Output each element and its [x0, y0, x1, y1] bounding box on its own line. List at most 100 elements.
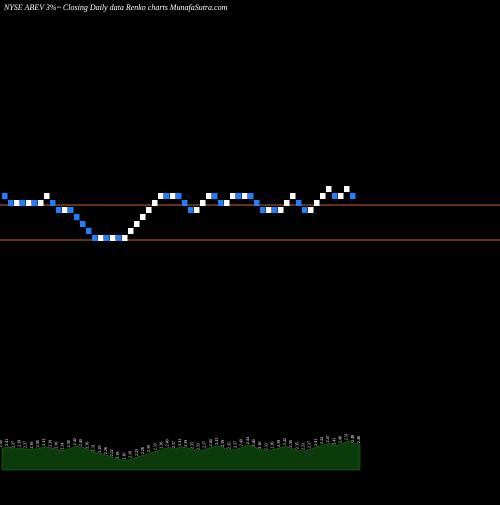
volume-label: 2.36 — [84, 442, 89, 449]
volume-label: 2.33 — [263, 443, 268, 450]
renko-brick-up — [266, 207, 272, 213]
reference-lines — [0, 204, 500, 241]
volume-label: 2.18 — [115, 452, 120, 459]
volume-label: 2.36 — [29, 442, 34, 449]
volume-label: 2.40 — [239, 439, 244, 446]
volume-label: 2.19 — [128, 451, 133, 458]
renko-brick-down — [236, 193, 242, 199]
volume-label: 2.37 — [23, 441, 28, 448]
renko-brick-up — [314, 200, 320, 206]
renko-brick-up — [26, 200, 32, 206]
renko-brick-down — [296, 200, 302, 206]
renko-brick-up — [122, 235, 128, 241]
renko-brick-up — [242, 193, 248, 199]
volume-label: 2.39 — [16, 440, 21, 447]
renko-brick-down — [74, 214, 80, 220]
volume-label: 2.26 — [140, 447, 145, 454]
renko-brick-down — [56, 207, 62, 213]
renko-brick-down — [164, 193, 170, 199]
renko-brick-down — [86, 228, 92, 234]
renko-brick-up — [320, 193, 326, 199]
volume-label: 2.39 — [276, 440, 281, 447]
volume-label: 2.31 — [91, 444, 96, 451]
renko-brick-up — [170, 193, 176, 199]
volume-label: 2.37 — [10, 441, 15, 448]
renko-brick-down — [254, 200, 260, 206]
renko-brick-up — [128, 228, 134, 234]
volume-label: 2.40 — [78, 439, 83, 446]
volume-label: 2.43 — [331, 438, 336, 445]
renko-brick-down — [176, 193, 182, 199]
volume-label: 2.37 — [171, 441, 176, 448]
volume-label: 2.43 — [214, 438, 219, 445]
volume-label: 2.46 — [338, 436, 343, 443]
volume-label: 2.40 — [251, 439, 256, 446]
volume-label: 2.36 — [158, 442, 163, 449]
renko-brick-up — [158, 193, 164, 199]
volume-area — [1, 440, 361, 471]
renko-brick-up — [140, 214, 146, 220]
volume-label: 2.36 — [270, 442, 275, 449]
volume-label: 2.35 — [294, 442, 299, 449]
volume-label: 2.38 — [0, 440, 3, 447]
renko-brick-down — [218, 200, 224, 206]
volume-label: 2.47 — [325, 435, 330, 442]
renko-brick-down — [2, 193, 8, 199]
volume-label: 2.16 — [121, 453, 126, 460]
volume-label: 2.38 — [66, 440, 71, 447]
volume-label: 2.26 — [103, 447, 108, 454]
volume-label: 2.40 — [165, 439, 170, 446]
renko-brick-up — [44, 193, 50, 199]
volume-label: 2.44 — [245, 437, 250, 444]
volume-label: 2.41 — [4, 439, 9, 446]
renko-brick-up — [146, 207, 152, 213]
volume-label: 2.46 — [356, 436, 361, 443]
renko-brick-down — [104, 235, 110, 241]
chart-title: NYSE ABEV 3%~ Closing Daily data Renko c… — [3, 3, 228, 12]
renko-brick-up — [344, 186, 350, 192]
renko-brick-down — [248, 193, 254, 199]
renko-brick-down — [50, 200, 56, 206]
volume-label: 2.42 — [72, 438, 77, 445]
renko-brick-up — [326, 186, 332, 192]
volume-label: 2.38 — [35, 440, 40, 447]
renko-brick-down — [260, 207, 266, 213]
renko-brick-down — [182, 200, 188, 206]
volume-label: 2.37 — [307, 441, 312, 448]
renko-brick-down — [92, 235, 98, 241]
volume-label: 2.33 — [196, 443, 201, 450]
renko-brick-up — [98, 235, 104, 241]
volume-label: 2.34 — [60, 443, 65, 450]
renko-bricks — [2, 186, 356, 241]
volume-label: 2.39 — [183, 440, 188, 447]
renko-brick-down — [8, 200, 14, 206]
renko-brick-up — [194, 207, 200, 213]
renko-brick-up — [206, 193, 212, 199]
renko-brick-down — [68, 207, 74, 213]
renko-brick-down — [272, 207, 278, 213]
volume-label: 2.29 — [97, 445, 102, 452]
volume-label: 2.33 — [152, 443, 157, 450]
renko-brick-up — [230, 193, 236, 199]
volume-label: 2.23 — [134, 449, 139, 456]
volume-label: 2.51 — [344, 433, 349, 440]
volume-label: 2.38 — [288, 440, 293, 447]
renko-brick-up — [338, 193, 344, 199]
volume-label: 2.39 — [220, 440, 225, 447]
renko-brick-up — [278, 207, 284, 213]
renko-brick-down — [188, 207, 194, 213]
renko-brick-up — [152, 200, 158, 206]
volume-label: 2.35 — [189, 442, 194, 449]
volume-label: 2.33 — [300, 443, 305, 450]
volume-label: 2.37 — [202, 441, 207, 448]
volume-label: 2.37 — [233, 441, 238, 448]
renko-brick-up — [290, 193, 296, 199]
volume-label: 2.41 — [313, 439, 318, 446]
renko-brick-up — [62, 207, 68, 213]
renko-brick-up — [284, 200, 290, 206]
volume-label: 2.35 — [226, 442, 231, 449]
renko-brick-up — [308, 207, 314, 213]
